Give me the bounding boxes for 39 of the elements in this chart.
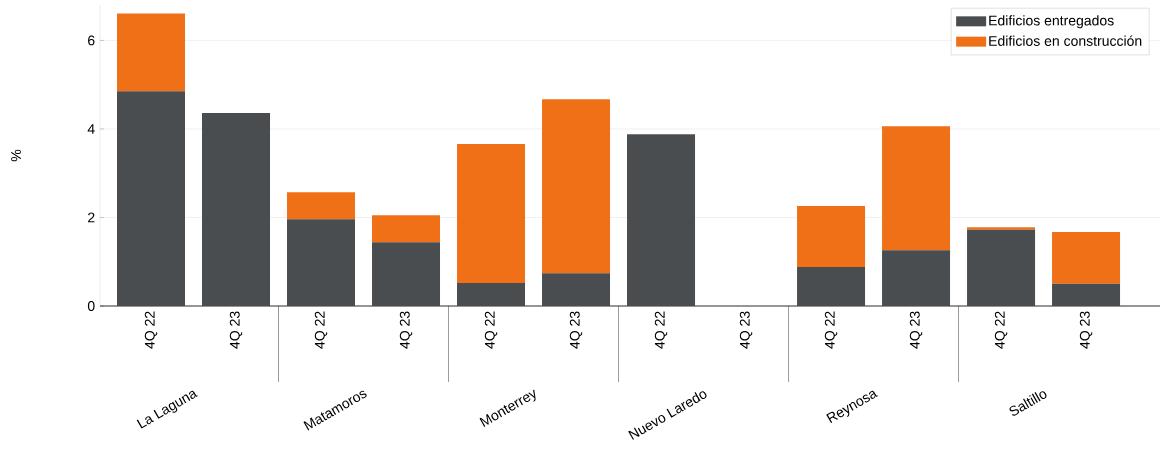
x-tick-label: 4Q 23 bbox=[399, 311, 413, 349]
y-tick-label: 2 bbox=[88, 212, 95, 223]
bar bbox=[117, 13, 185, 92]
x-tick-label: 4Q 22 bbox=[314, 311, 328, 349]
bar bbox=[627, 134, 696, 306]
bar bbox=[117, 91, 185, 306]
x-tick-label: 4Q 23 bbox=[569, 311, 583, 349]
y-axis-title: % bbox=[11, 149, 21, 162]
x-tick-label: 4Q 23 bbox=[1079, 311, 1093, 349]
x-tick-label: 4Q 22 bbox=[994, 311, 1008, 349]
x-tick-label: 4Q 22 bbox=[824, 311, 838, 349]
bar bbox=[457, 282, 526, 306]
legend-label: Edificios entregados bbox=[989, 15, 1114, 29]
x-tick-label: 4Q 23 bbox=[229, 311, 243, 349]
bar bbox=[457, 143, 526, 283]
bar bbox=[797, 267, 866, 306]
bar bbox=[1052, 232, 1121, 284]
bar bbox=[202, 113, 271, 306]
bar bbox=[542, 99, 611, 274]
bar bbox=[372, 242, 441, 306]
bar bbox=[882, 250, 951, 306]
legend-label: Edificios en construcción bbox=[989, 35, 1142, 46]
y-tick-label: 0 bbox=[87, 301, 95, 311]
bar bbox=[287, 219, 356, 306]
bar bbox=[542, 273, 611, 306]
x-tick-label: 4Q 23 bbox=[739, 311, 753, 349]
bar bbox=[967, 227, 1036, 230]
bar bbox=[287, 192, 356, 220]
bar bbox=[967, 229, 1036, 306]
bar bbox=[882, 126, 951, 251]
x-tick-label: 4Q 22 bbox=[144, 311, 158, 349]
bar bbox=[372, 215, 441, 243]
bar bbox=[1052, 283, 1121, 306]
x-tick-label: 4Q 22 bbox=[484, 311, 498, 349]
x-tick-label: 4Q 22 bbox=[654, 311, 668, 349]
y-tick-label: 6 bbox=[88, 35, 95, 46]
x-tick-label: 4Q 23 bbox=[909, 311, 923, 349]
y-tick-label: 4 bbox=[87, 124, 95, 134]
bar bbox=[797, 205, 866, 268]
